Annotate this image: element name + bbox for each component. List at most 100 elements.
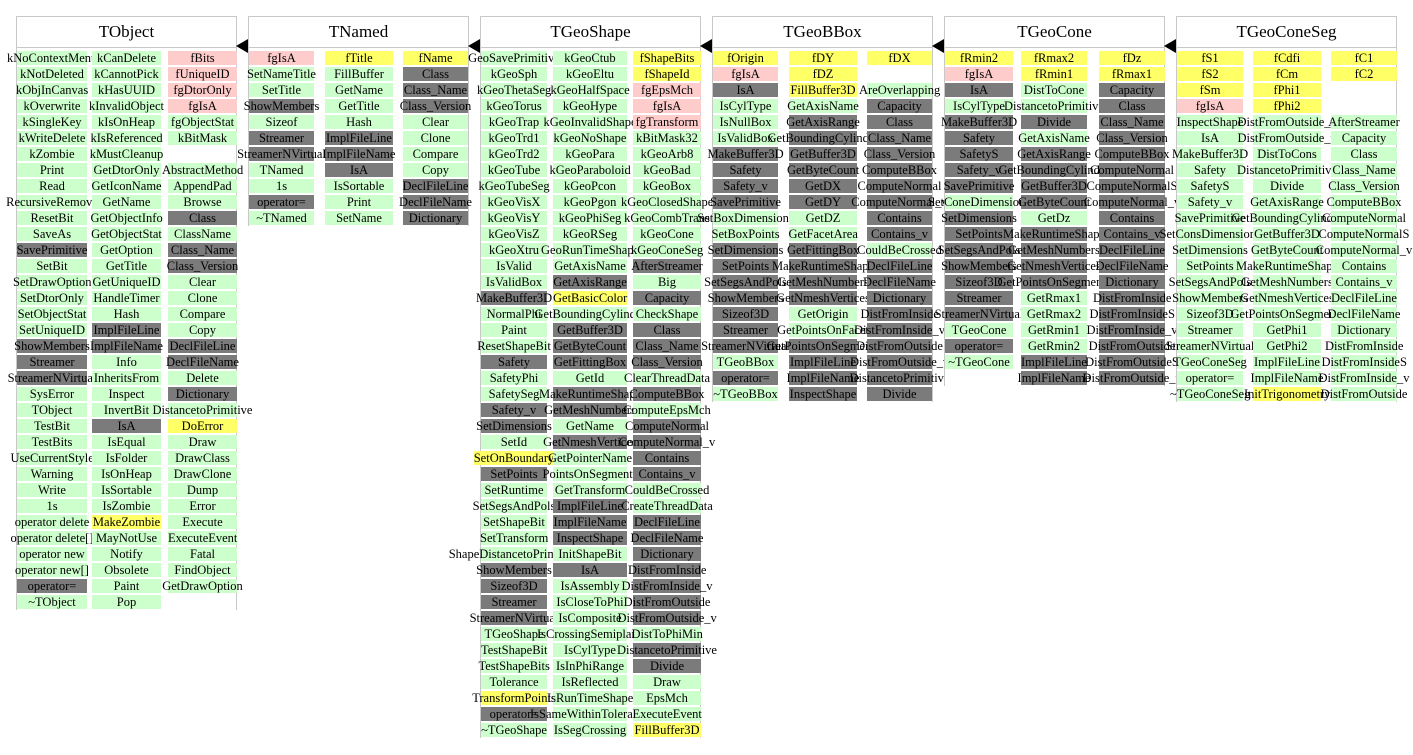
- member-tgeoconeseg[interactable]: Capacity: [1331, 131, 1397, 145]
- member-tgeocone[interactable]: ShowMembers: [941, 259, 1017, 273]
- member-tgeocone[interactable]: fRmax1: [1099, 67, 1165, 81]
- member-tgeoconeseg[interactable]: MakeRuntimeShape: [1236, 259, 1338, 273]
- member-tgeoconeseg[interactable]: SavePrimitive: [1175, 211, 1245, 225]
- member-tgeobbox[interactable]: InspectShape: [789, 387, 857, 401]
- member-tgeoshape[interactable]: kGeoPhiSeg: [553, 211, 627, 225]
- member-tobject[interactable]: DeclFileLine: [168, 339, 237, 353]
- member-tgeocone[interactable]: Safety_v: [945, 163, 1013, 177]
- member-tgeoshape[interactable]: SetDimensions: [476, 419, 552, 433]
- member-tobject[interactable]: kIsReferenced: [91, 131, 163, 145]
- member-tgeocone[interactable]: ComputeBBox: [1095, 147, 1170, 161]
- member-tgeocone[interactable]: ImplFileLine: [1021, 355, 1087, 369]
- member-tnamed[interactable]: 1s: [249, 179, 314, 193]
- member-tgeoshape[interactable]: IsA: [553, 563, 627, 577]
- member-tgeoshape[interactable]: NormalPhi: [481, 307, 547, 321]
- member-tgeocone[interactable]: DeclFileLine: [1099, 243, 1165, 257]
- member-tgeoconeseg[interactable]: Class: [1331, 147, 1397, 161]
- member-tgeocone[interactable]: SavePrimitive: [944, 179, 1014, 193]
- member-tgeoshape[interactable]: kGeoCone: [633, 227, 701, 241]
- member-tgeobbox[interactable]: Class: [867, 115, 932, 129]
- member-tobject[interactable]: operator new[]: [15, 563, 89, 577]
- member-tnamed[interactable]: DeclFileLine: [403, 179, 468, 193]
- member-tgeoshape[interactable]: kGeoArb8: [633, 147, 701, 161]
- member-tgeobbox[interactable]: Safety_v: [713, 179, 778, 193]
- member-tgeoshape[interactable]: DistFromOutside_v: [618, 611, 717, 625]
- member-tgeobbox[interactable]: DeclFileName: [863, 275, 936, 289]
- member-tgeobbox[interactable]: Class_Name: [867, 131, 932, 145]
- member-tgeocone[interactable]: Sizeof3D: [945, 275, 1013, 289]
- member-tgeobbox[interactable]: DistFromInside_v: [854, 323, 945, 337]
- member-tobject[interactable]: IsFolder: [92, 451, 161, 465]
- member-tgeocone[interactable]: DistFromOutside: [1089, 339, 1175, 353]
- member-tobject[interactable]: kBitMask: [168, 131, 237, 145]
- member-tgeoshape[interactable]: GetPointerName: [548, 451, 632, 465]
- member-tgeoconeseg[interactable]: GetAxisRange: [1250, 195, 1324, 209]
- member-tgeobbox[interactable]: GetAxisName: [787, 99, 859, 113]
- member-tgeoshape[interactable]: SafetySeg: [481, 387, 547, 401]
- member-tgeoshape[interactable]: GetBoundingCylinder: [535, 307, 646, 321]
- member-tgeobbox[interactable]: fDZ: [789, 67, 857, 81]
- member-tobject[interactable]: kMustCleanup: [90, 147, 163, 161]
- member-tobject[interactable]: DoError: [168, 419, 237, 433]
- member-tnamed[interactable]: Clone: [403, 131, 468, 145]
- member-tgeobbox[interactable]: ComputeBBox: [862, 163, 937, 177]
- member-tobject[interactable]: IsA: [92, 419, 161, 433]
- member-tgeoconeseg[interactable]: Divide: [1253, 179, 1321, 193]
- member-tgeoshape[interactable]: Class_Name: [633, 339, 701, 353]
- member-tobject[interactable]: DrawClone: [168, 467, 237, 481]
- member-tobject[interactable]: GetName: [92, 195, 161, 209]
- member-tobject[interactable]: Write: [17, 483, 87, 497]
- member-tgeocone[interactable]: GetDz: [1021, 211, 1087, 225]
- member-tgeobbox[interactable]: DeclFileLine: [867, 259, 932, 273]
- member-tgeoshape[interactable]: SetSegsAndPols: [473, 499, 555, 513]
- member-tgeoshape[interactable]: GetByteCount: [553, 339, 627, 353]
- member-tgeoshape[interactable]: SetTransform: [480, 531, 548, 545]
- member-tgeoshape[interactable]: Contains: [633, 451, 701, 465]
- member-tgeocone[interactable]: operator=: [945, 339, 1013, 353]
- member-tgeobbox[interactable]: SetPoints: [713, 259, 778, 273]
- member-tgeocone[interactable]: Class_Name: [1099, 115, 1165, 129]
- member-tgeoshape[interactable]: DistFromInside: [628, 563, 706, 577]
- member-tgeoconeseg[interactable]: Safety: [1177, 163, 1243, 177]
- member-tobject[interactable]: operator delete: [15, 515, 89, 529]
- member-tgeobbox[interactable]: SetSegsAndPols: [704, 275, 787, 289]
- member-tgeoconeseg[interactable]: GetMeshNumbers: [1241, 275, 1333, 289]
- member-tgeocone[interactable]: ComputeNormalS: [1087, 179, 1177, 193]
- member-tgeobbox[interactable]: fgIsA: [713, 67, 778, 81]
- member-tgeoshape[interactable]: Class: [633, 323, 701, 337]
- member-tobject[interactable]: fgObjectStat: [168, 115, 237, 129]
- member-tgeocone[interactable]: GetRmax2: [1021, 307, 1087, 321]
- member-tgeobbox[interactable]: GetMeshNumbers: [777, 275, 869, 289]
- member-tgeoshape[interactable]: IsCrossingSemiplane: [537, 627, 643, 641]
- member-tgeoshape[interactable]: IsRunTimeShape: [547, 691, 633, 705]
- member-tobject[interactable]: Read: [17, 179, 87, 193]
- member-tgeoshape[interactable]: EpsMch: [633, 691, 701, 705]
- member-tgeobbox[interactable]: GetBoundingCylinder: [768, 131, 879, 145]
- member-tgeocone[interactable]: SafetyS: [945, 147, 1013, 161]
- member-tgeoconeseg[interactable]: Sizeof3D: [1177, 307, 1243, 321]
- member-tobject[interactable]: kCanDelete: [92, 51, 161, 65]
- member-tobject[interactable]: kInvalidObject: [89, 99, 164, 113]
- member-tgeobbox[interactable]: DistFromOutside: [856, 339, 943, 353]
- member-tgeoshape[interactable]: ExecuteEvent: [633, 707, 702, 721]
- member-tgeoconeseg[interactable]: Safety_v: [1177, 195, 1243, 209]
- member-tgeoconeseg[interactable]: AfterStreamer: [1328, 115, 1400, 129]
- member-tobject[interactable]: UseCurrentStyle: [11, 451, 94, 465]
- member-tgeocone[interactable]: ComputeNormal: [1090, 163, 1174, 177]
- member-tnamed[interactable]: Compare: [403, 147, 468, 161]
- member-tgeoconeseg[interactable]: ComputeNormalS: [1319, 227, 1409, 241]
- member-tgeocone[interactable]: GetAxisName: [1018, 131, 1090, 145]
- member-tgeobbox[interactable]: GetFittingBox: [787, 243, 859, 257]
- member-tgeocone[interactable]: GetByteCount: [1018, 195, 1090, 209]
- member-tgeoconeseg[interactable]: Streamer: [1177, 323, 1243, 337]
- member-tgeocone[interactable]: MakeBuffer3D: [941, 115, 1017, 129]
- member-tgeoshape[interactable]: Sizeof3D: [481, 579, 547, 593]
- member-tobject[interactable]: kSingleKey: [17, 115, 87, 129]
- member-tgeobbox[interactable]: GetByteCount: [787, 163, 859, 177]
- member-tgeocone[interactable]: SetConeDimensions: [928, 195, 1030, 209]
- member-tgeoshape[interactable]: kGeoThetaSeg: [477, 83, 551, 97]
- member-tgeocone[interactable]: fRmax2: [1021, 51, 1087, 65]
- member-tgeocone[interactable]: DistFromInside_v: [1087, 323, 1177, 337]
- member-tgeoshape[interactable]: Safety: [481, 355, 547, 369]
- member-tgeobbox[interactable]: IsA: [713, 83, 778, 97]
